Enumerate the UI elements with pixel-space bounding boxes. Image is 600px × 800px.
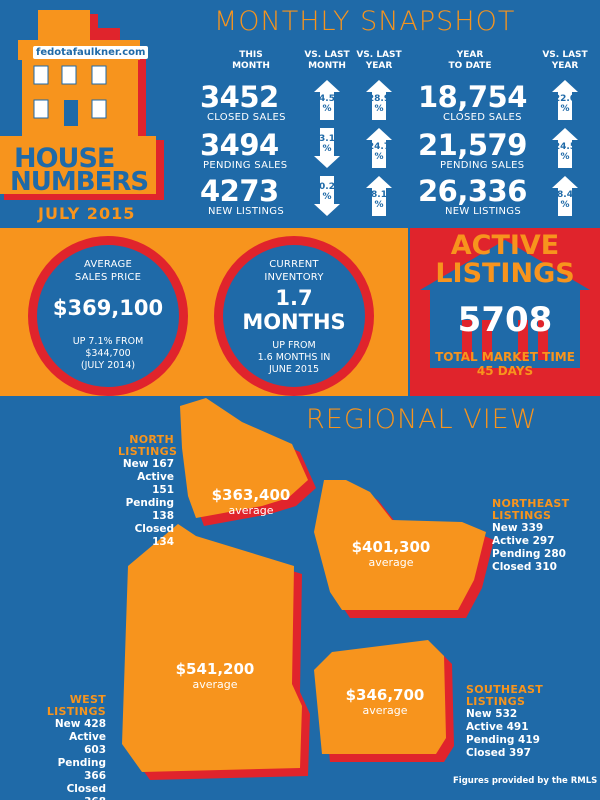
website-url: fedotafaulkner.com bbox=[33, 46, 149, 59]
arrow-down-icon: 0.2 % bbox=[314, 176, 340, 220]
northeast-avg-label: average bbox=[368, 556, 414, 569]
pending-sales-month-label: PENDING SALES bbox=[203, 160, 288, 171]
regional-map bbox=[122, 398, 494, 780]
arrow-up-icon: 8.1 % bbox=[366, 176, 392, 220]
new-listings-month-value: 4273 bbox=[200, 174, 279, 208]
avg-price-value: $369,100 bbox=[52, 296, 164, 320]
regional-view-title: REGIONAL VIEW bbox=[306, 404, 538, 435]
house-logo-graphic bbox=[0, 10, 164, 200]
report-period: JULY 2015 bbox=[38, 204, 136, 223]
active-listings-title: ACTIVE LISTINGS bbox=[435, 230, 575, 289]
total-market-time: TOTAL MARKET TIME 45 DAYS bbox=[435, 350, 575, 378]
north-avg-price: $363,400 bbox=[211, 486, 291, 504]
inventory-change: UP FROM 1.6 MONTHS IN JUNE 2015 bbox=[257, 340, 331, 375]
logo-house-word: HOUSE bbox=[14, 143, 115, 174]
logo-numbers-word: NUMBERS bbox=[10, 167, 149, 197]
northeast-listings-info: NORTHEAST LISTINGS New 339 Active 297 Pe… bbox=[492, 497, 570, 574]
arrow-up-icon: 8.4 % bbox=[552, 176, 578, 220]
north-avg-label: average bbox=[228, 504, 274, 517]
new-listings-month-label: NEW LISTINGS bbox=[208, 206, 284, 217]
pending-sales-month-value: 3494 bbox=[200, 128, 279, 162]
closed-sales-month-value: 3452 bbox=[200, 80, 279, 114]
north-listings-info: NORTH LISTINGS New 167 Active 151 Pendin… bbox=[118, 433, 178, 549]
col-vs-last-year: VS. LAST YEAR bbox=[356, 50, 402, 71]
arrow-up-icon: 24.5 % bbox=[552, 128, 578, 172]
avg-price-change: UP 7.1% FROM $344,700 (JULY 2014) bbox=[72, 336, 144, 371]
col-vs-last-month: VS. LAST MONTH bbox=[304, 50, 350, 71]
new-listings-ytd-value: 26,336 bbox=[418, 174, 527, 208]
new-listings-ytd-label: NEW LISTINGS bbox=[445, 206, 521, 217]
pending-sales-ytd-value: 21,579 bbox=[418, 128, 527, 162]
arrow-up-icon: 4.5 % bbox=[314, 80, 340, 124]
inventory-value: 1.7 MONTHS bbox=[242, 286, 346, 334]
avg-price-label: AVERAGE SALES PRICE bbox=[74, 259, 142, 283]
col-year-to-date: YEAR TO DATE bbox=[448, 50, 492, 71]
inventory-label: CURRENT INVENTORY bbox=[264, 259, 324, 283]
house-silhouette-graphic bbox=[420, 240, 590, 368]
pending-sales-ytd-label: PENDING SALES bbox=[440, 160, 525, 171]
arrow-up-icon: 28.9 % bbox=[366, 80, 392, 124]
col-this-month: THIS MONTH bbox=[232, 50, 270, 71]
inventory-circle bbox=[214, 236, 374, 396]
avg-sales-price-circle bbox=[28, 236, 188, 396]
west-avg-label: average bbox=[192, 678, 238, 691]
southeast-avg-label: average bbox=[362, 704, 408, 717]
source-credit: Figures provided by the RMLS bbox=[453, 776, 598, 786]
southeast-listings-info: SOUTHEAST LISTINGS New 532 Active 491 Pe… bbox=[466, 683, 544, 760]
southeast-avg-price: $346,700 bbox=[345, 686, 425, 704]
closed-sales-month-label: CLOSED SALES bbox=[207, 112, 286, 123]
northeast-avg-price: $401,300 bbox=[351, 538, 431, 556]
arrow-down-icon: 3.1 % bbox=[314, 128, 340, 172]
arrow-up-icon: 24.7 % bbox=[366, 128, 392, 172]
closed-sales-ytd-label: CLOSED SALES bbox=[443, 112, 522, 123]
arrow-up-icon: 22.0 % bbox=[552, 80, 578, 124]
closed-sales-ytd-value: 18,754 bbox=[418, 80, 527, 114]
monthly-snapshot-title: MONTHLY SNAPSHOT bbox=[214, 6, 516, 37]
west-avg-price: $541,200 bbox=[175, 660, 255, 678]
active-listings-value: 5708 bbox=[457, 300, 553, 340]
west-listings-info: WEST LISTINGS New 428 Active 603 Pending… bbox=[46, 693, 106, 800]
col-ytd-vs-last-year: VS. LAST YEAR bbox=[542, 50, 588, 71]
